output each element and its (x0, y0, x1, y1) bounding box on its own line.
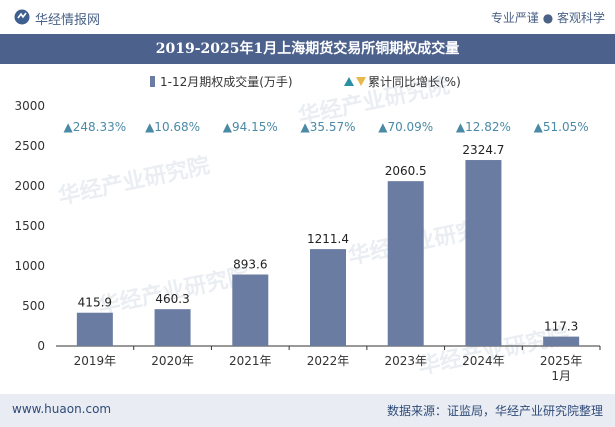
x-tick-label: 1月 (551, 369, 571, 383)
x-tick-label: 2020年 (151, 354, 194, 368)
footer: www.huaon.com 数据来源：证监局，华经产业研究院整理 (0, 394, 615, 427)
y-tick-label: 3000 (14, 99, 45, 113)
website-link[interactable]: www.huaon.com (12, 402, 112, 416)
growth-label: ▲70.09% (378, 120, 433, 134)
legend-bar-label: 1-12月期权成交量(万手) (160, 74, 293, 89)
bar-value-label: 117.3 (544, 320, 578, 334)
growth-label: ▲12.82% (456, 120, 511, 134)
y-tick-label: 500 (22, 299, 45, 313)
x-tick-label: 2021年 (229, 354, 272, 368)
y-tick-label: 1500 (14, 219, 45, 233)
bar (232, 274, 269, 346)
bar-value-label: 1211.4 (307, 232, 349, 246)
bar (543, 336, 580, 346)
bar-value-label: 415.9 (78, 296, 112, 310)
growth-label: ▲35.57% (301, 120, 356, 134)
chart-title: 2019-2025年1月上海期货交易所铜期权成交量 (0, 34, 615, 64)
bar (387, 181, 424, 346)
growth-label: ▲94.15% (223, 120, 278, 134)
y-tick-label: 2000 (14, 179, 45, 193)
growth-label: ▲51.05% (534, 120, 589, 134)
bar (465, 160, 502, 346)
tagline: 专业严谨 ● 客观科学 (490, 11, 605, 25)
bar (76, 312, 113, 346)
x-tick-label: 2023年 (384, 354, 427, 368)
y-tick-label: 2500 (14, 139, 45, 153)
bar (154, 309, 191, 346)
brand-name[interactable]: 华经情报网 (35, 13, 101, 28)
y-tick-label: 0 (37, 339, 45, 353)
watermark-text: 华经产业研究院 (56, 152, 212, 209)
legend-up-marker (344, 77, 354, 86)
legend-bar-swatch (150, 76, 155, 87)
x-tick-label: 2024年 (462, 354, 505, 368)
logo-icon (14, 9, 30, 25)
chart-area: 华经产业研究院华经产业研究院华经产业研究院华经产业研究院华经产业研究院1-12月… (14, 72, 601, 383)
bar-value-label: 460.3 (155, 292, 189, 306)
bar-value-label: 2060.5 (385, 164, 427, 178)
x-tick-label: 2022年 (307, 354, 350, 368)
legend-down-marker (356, 77, 366, 86)
growth-label: ▲10.68% (145, 120, 200, 134)
bar (310, 249, 346, 346)
header: 华经情报网 专业严谨 ● 客观科学 (0, 0, 615, 34)
bar-value-label: 893.6 (233, 258, 267, 272)
y-tick-label: 1000 (14, 259, 45, 273)
data-source: 数据来源：证监局，华经产业研究院整理 (386, 404, 603, 418)
legend-growth-label: 累计同比增长(%) (368, 75, 461, 89)
x-tick-label: 2019年 (74, 354, 117, 368)
bar-value-label: 2324.7 (462, 143, 504, 157)
x-tick-label: 2025年 (540, 354, 583, 368)
growth-label: ▲248.33% (64, 120, 127, 134)
